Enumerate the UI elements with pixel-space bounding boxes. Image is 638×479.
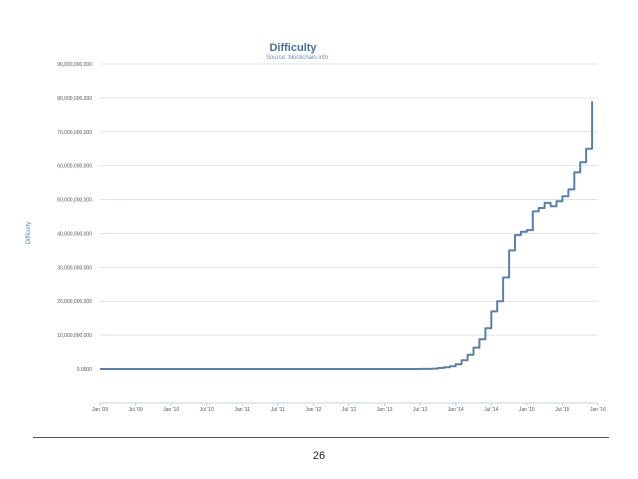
x-tick-label: Jan '15 [519,407,535,413]
x-tick-label: Jan '13 [377,407,393,413]
x-tick-label: Jul '09 [128,407,143,413]
x-tick-label: Jul '10 [200,407,215,413]
x-tick-label: Jul '15 [555,407,570,413]
y-axis-title: Difficulty [26,222,32,245]
x-tick-label: Jul '14 [484,407,499,413]
y-tick-label: 90,000,000,000 [57,62,92,68]
y-axis-tick-labels: 0.0000 10,000,000,000 20,000,000,000 30,000… [57,62,92,373]
gridlines [100,63,598,336]
y-tick-label: 0.0000 [77,367,93,373]
y-tick-label: 50,000,000,000 [57,198,92,204]
y-tick-label: 80,000,000,000 [57,96,92,102]
x-tick-label: Jul '12 [342,407,357,413]
x-tick-label: Jan '12 [305,407,321,413]
chart-title: Difficulty [269,42,317,54]
x-tick-label: Jan '09 [92,407,108,413]
y-tick-label: 30,000,000,000 [57,265,92,271]
y-tick-label: 70,000,000,000 [57,130,92,136]
y-tick-label: 40,000,000,000 [57,231,92,237]
difficulty-series-line [100,101,594,370]
x-axis-tick-labels: Jan '09 Jul '09 Jan '10 Jul '10 Jan '11 Jul '… [92,403,606,413]
x-tick-label: Jan '14 [448,407,464,413]
x-tick-label: Jan '16 [590,407,606,413]
difficulty-chart: 0.0000 10,000,000,000 20,000,000,000 30,000… [26,42,606,413]
footer-divider [33,437,609,438]
x-tick-label: Jul '13 [413,407,428,413]
y-tick-label: 60,000,000,000 [57,164,92,170]
chart-subtitle: Source: blockchain.info [266,55,329,61]
y-tick-label: 20,000,000,000 [57,299,92,305]
page-number: 26 [312,450,326,462]
y-tick-label: 10,000,000,000 [57,333,92,339]
x-tick-label: Jul '11 [271,407,285,413]
x-tick-label: Jan '10 [163,407,179,413]
x-tick-label: Jan '11 [234,407,250,413]
